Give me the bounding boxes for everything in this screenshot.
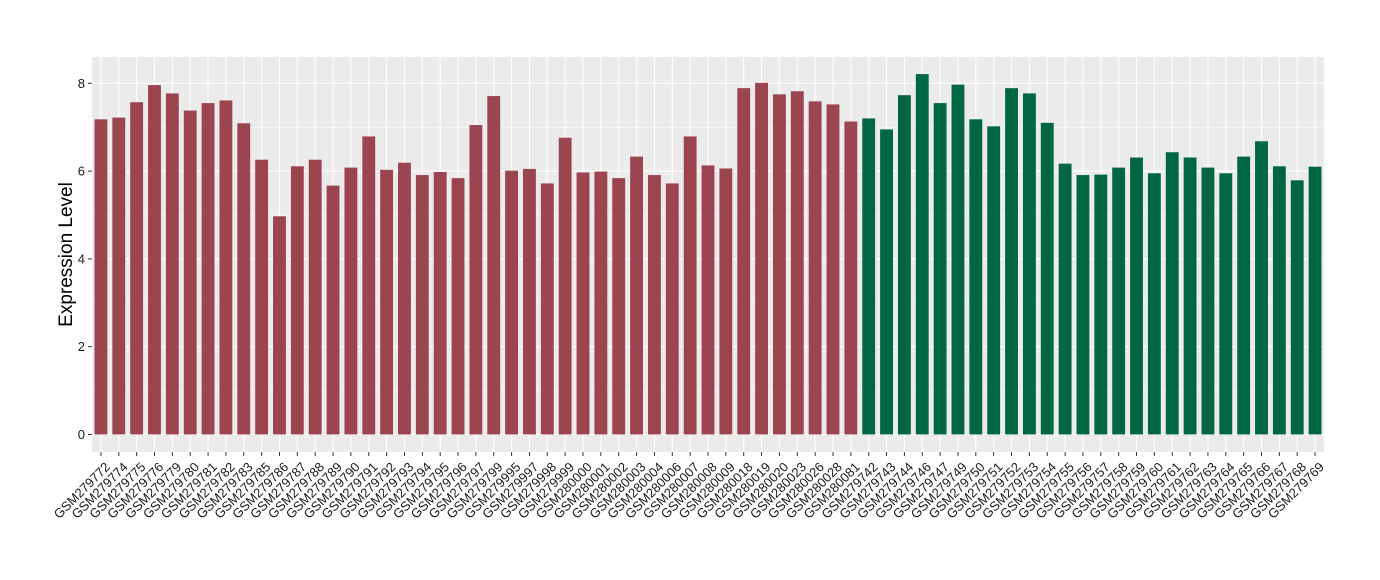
bar-GSM279791 — [362, 136, 376, 435]
bar-GSM280003 — [630, 156, 644, 435]
bar-GSM280026 — [808, 101, 822, 435]
bar-GSM279795 — [433, 171, 447, 435]
bar-GSM279793 — [398, 162, 411, 435]
bar-GSM280023 — [790, 91, 804, 435]
bar-GSM279759 — [1130, 157, 1143, 435]
y-tick-label: 2 — [78, 339, 85, 354]
bar-GSM279787 — [290, 166, 304, 435]
bar-GSM279763 — [1201, 167, 1215, 435]
bar-GSM280006 — [665, 183, 679, 435]
bar-GSM280020 — [772, 94, 786, 435]
bar-GSM279783 — [237, 123, 251, 435]
bar-GSM279782 — [219, 100, 233, 435]
bar-GSM279753 — [1022, 93, 1036, 435]
bar-GSM279998 — [540, 183, 554, 435]
bar-GSM279775 — [130, 102, 144, 435]
bar-GSM279760 — [1147, 173, 1161, 435]
y-axis: 0 2 4 6 8 — [78, 76, 92, 442]
bar-GSM279755 — [1058, 163, 1072, 435]
bars — [94, 74, 1322, 435]
bar-GSM279785 — [255, 159, 269, 435]
bar-GSM279786 — [273, 216, 286, 435]
bar-GSM279768 — [1290, 180, 1304, 435]
bar-GSM279999 — [558, 137, 572, 435]
bar-GSM279997 — [523, 168, 536, 435]
bar-GSM279747 — [933, 103, 947, 435]
bar-GSM279752 — [1005, 88, 1018, 435]
bar-GSM279790 — [344, 167, 358, 435]
bar-GSM279750 — [969, 119, 983, 435]
bar-GSM279995 — [505, 170, 519, 435]
bar-GSM279742 — [862, 118, 876, 435]
bar-GSM279769 — [1308, 166, 1322, 435]
y-axis-title: Expression Level — [56, 182, 77, 327]
bar-GSM279746 — [915, 74, 929, 435]
bar-GSM280019 — [755, 82, 768, 435]
bar-GSM279758 — [1112, 167, 1126, 435]
bar-GSM279756 — [1076, 175, 1090, 435]
y-tick-label: 0 — [78, 427, 85, 442]
bar-GSM279762 — [1183, 157, 1197, 435]
y-tick-label: 4 — [78, 251, 85, 266]
bar-GSM279764 — [1219, 173, 1233, 435]
bar-GSM279774 — [112, 117, 126, 435]
bar-GSM279757 — [1094, 174, 1108, 435]
bar-GSM279796 — [451, 178, 465, 435]
bar-GSM279749 — [951, 84, 965, 435]
bar-GSM280000 — [576, 172, 590, 435]
bar-GSM279751 — [987, 126, 1001, 435]
bar-GSM279766 — [1255, 141, 1268, 435]
bar-GSM279780 — [183, 110, 197, 435]
bar-GSM279797 — [469, 125, 483, 435]
bar-GSM280008 — [701, 165, 715, 435]
bar-GSM279744 — [897, 95, 911, 435]
bar-GSM280004 — [648, 175, 661, 435]
bar-GSM279765 — [1237, 156, 1251, 435]
bar-GSM279754 — [1040, 122, 1054, 435]
bar-GSM279794 — [415, 175, 429, 435]
bar-GSM279789 — [326, 185, 340, 435]
bar-GSM279743 — [880, 129, 893, 435]
bar-GSM279799 — [487, 96, 501, 435]
bar-GSM279788 — [308, 159, 322, 435]
bar-GSM280009 — [719, 168, 733, 435]
bar-GSM280028 — [826, 104, 840, 435]
bar-GSM279781 — [201, 103, 215, 435]
bar-GSM279772 — [94, 119, 108, 435]
x-axis: GSM279772GSM279774GSM279775GSM279776GSM2… — [51, 452, 1327, 522]
bar-GSM280007 — [683, 136, 697, 435]
bar-GSM279792 — [380, 169, 394, 435]
bar-GSM279779 — [165, 93, 179, 435]
bar-GSM279761 — [1165, 152, 1179, 435]
bar-GSM279767 — [1272, 166, 1286, 435]
bar-GSM280081 — [844, 121, 858, 435]
y-tick-label: 6 — [78, 164, 85, 179]
bar-GSM280018 — [737, 88, 751, 435]
y-tick-label: 8 — [78, 76, 85, 91]
bar-GSM280001 — [594, 171, 608, 435]
bar-GSM279776 — [148, 85, 161, 435]
bar-GSM280002 — [612, 178, 626, 435]
